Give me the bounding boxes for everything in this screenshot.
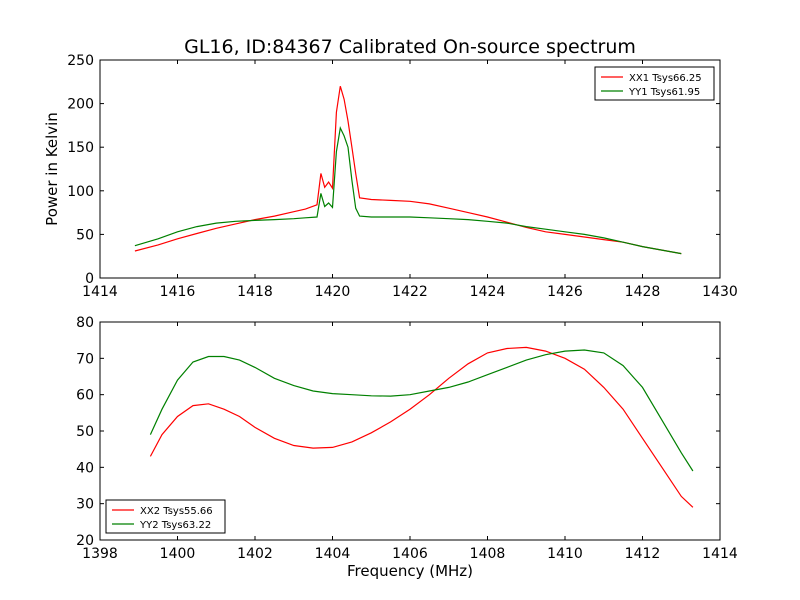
top-spectrum-panel: 1414 1416 1418 1420 1422 1424 1426 1428 1430 0 50 1… xyxy=(43,53,738,300)
x-tick-label: 1400 xyxy=(160,546,196,562)
legend-entry-label: XX2 Tsys55.66 xyxy=(140,506,213,517)
legend: XX1 Tsys66.25 YY1 Tsys61.95 xyxy=(594,66,715,101)
x-axis-label: Frequency (MHz) xyxy=(347,562,473,580)
series-line-1-1 xyxy=(134,86,682,255)
y-axis-label: Power in Kelvin xyxy=(43,112,61,226)
y-tick-label: 50 xyxy=(76,424,94,440)
series-line-1-2 xyxy=(134,126,682,255)
legend: XX2 Tsys55.66 YY2 Tsys63.22 xyxy=(105,499,226,534)
legend-box xyxy=(594,66,715,101)
y-tick-label: 60 xyxy=(76,388,94,404)
y-tick-label: 50 xyxy=(76,227,94,243)
x-tick-label: 1414 xyxy=(82,284,118,300)
y-tick-label: 80 xyxy=(76,315,94,331)
y-tick-label: 200 xyxy=(67,97,94,113)
x-tick-label: 1430 xyxy=(702,284,738,300)
legend-box xyxy=(105,499,226,534)
x-tick-label: 1408 xyxy=(470,546,506,562)
x-tick-label: 1416 xyxy=(160,284,196,300)
figure-title: GL16, ID:84367 Calibrated On-source spec… xyxy=(184,36,636,58)
y-tick-label: 100 xyxy=(67,184,94,200)
x-tick-label: 1406 xyxy=(392,546,428,562)
x-tick-label: 1398 xyxy=(82,546,118,562)
x-tick-label: 1428 xyxy=(625,284,661,300)
x-tick-label: 1404 xyxy=(315,546,351,562)
legend-entry-label: XX1 Tsys66.25 xyxy=(629,73,702,84)
bottom-spectrum-panel: 1398 1400 1402 1404 1406 1408 1410 1412 1414 20 30… xyxy=(76,315,738,580)
x-tick-label: 1422 xyxy=(392,284,428,300)
x-tick-label: 1424 xyxy=(470,284,506,300)
x-tick-label: 1410 xyxy=(547,546,583,562)
x-tick-label: 1420 xyxy=(315,284,351,300)
legend-entry-label: YY1 Tsys61.95 xyxy=(628,87,700,98)
x-tick-label: 1402 xyxy=(237,546,273,562)
series-line-2-2 xyxy=(149,349,694,472)
x-tick-label: 1412 xyxy=(625,546,661,562)
x-tick-label: 1414 xyxy=(702,546,738,562)
y-tick-label: 20 xyxy=(76,533,94,549)
x-tick-label: 1426 xyxy=(547,284,583,300)
y-tick-label: 0 xyxy=(85,271,94,287)
y-tick-label: 30 xyxy=(76,497,94,513)
series-line-2-1 xyxy=(149,346,694,508)
y-tick-label: 70 xyxy=(76,351,94,367)
y-tick-label: 250 xyxy=(67,53,94,69)
y-tick-label: 40 xyxy=(76,460,94,476)
x-tick-label: 1418 xyxy=(237,284,273,300)
legend-entry-label: YY2 Tsys63.22 xyxy=(139,520,211,531)
y-tick-label: 150 xyxy=(67,140,94,156)
